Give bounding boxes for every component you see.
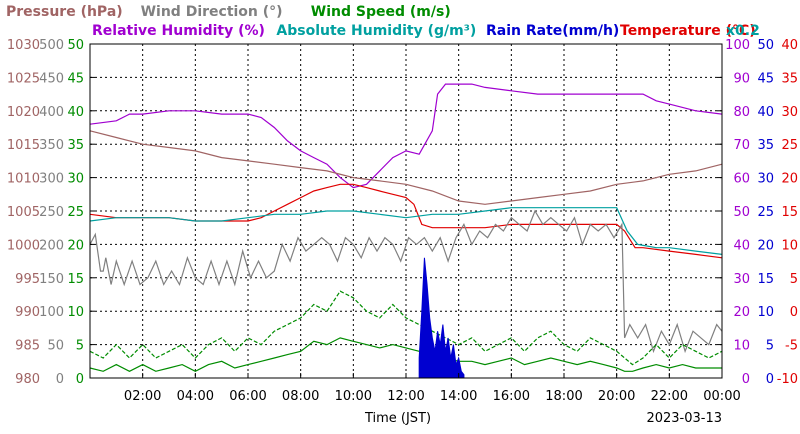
y-tick-label-right: 40 <box>781 38 798 53</box>
y-tick-label-left: 0 <box>76 372 84 387</box>
y-tick-label-right: 20 <box>757 238 774 253</box>
y-tick-label-left: 1010 <box>7 172 40 187</box>
y-tick-label-left: 10 <box>67 305 84 320</box>
y-tick-label-right: -10 <box>777 372 798 387</box>
y-tick-label-right: 80 <box>733 105 750 120</box>
x-tick-label: 00:00 <box>703 389 740 404</box>
y-tick-label-right: 35 <box>757 138 774 153</box>
x-tick-label: 20:00 <box>598 389 635 404</box>
y-tick-label-left: 35 <box>67 138 84 153</box>
y-tick-label-right: 10 <box>781 238 798 253</box>
y-tick-label-left: 300 <box>39 172 64 187</box>
y-tick-label-right: 60 <box>733 172 750 187</box>
y-tick-label-right: 0 <box>790 305 798 320</box>
x-tick-label: 06:00 <box>229 389 266 404</box>
y-tick-label-left: 1030 <box>7 38 40 53</box>
y-tick-label-left: 20 <box>67 238 84 253</box>
y-tick-label-right: 5 <box>790 272 798 287</box>
plot-area <box>90 44 722 378</box>
y-tick-label-left: 985 <box>15 339 40 354</box>
x-tick-label: 22:00 <box>651 389 688 404</box>
y-tick-label-right: 40 <box>757 105 774 120</box>
y-tick-label-left: 350 <box>39 138 64 153</box>
y-tick-label-right: 90 <box>733 71 750 86</box>
series-line <box>90 291 722 364</box>
y-tick-label-right: -5 <box>785 339 798 354</box>
y-tick-label-left: 50 <box>47 339 64 354</box>
y-tick-label-right: 50 <box>757 38 774 53</box>
x-axis-title: Time (JST) <box>364 411 431 426</box>
y-tick-label-left: 200 <box>39 238 64 253</box>
y-tick-label-right: 5 <box>766 339 774 354</box>
y-tick-label-left: 40 <box>67 105 84 120</box>
series-line <box>90 131 722 205</box>
rain-rate-area <box>419 258 464 378</box>
y-tick-label-right: 20 <box>781 172 798 187</box>
y-tick-label-left: 25 <box>67 205 84 220</box>
y-tick-label-left: 1020 <box>7 105 40 120</box>
legend: Pressure (hPa) Wind Direction (°) Wind Spe… <box>6 4 760 39</box>
y-tick-label-left: 250 <box>39 205 64 220</box>
y-tick-label-left: 990 <box>15 305 40 320</box>
y-tick-label-right: 0 <box>742 372 750 387</box>
y-tick-label-left: 150 <box>39 272 64 287</box>
y-tick-label-left: 400 <box>39 105 64 120</box>
y-tick-label-left: 0 <box>56 372 64 387</box>
scale-note: x0.2 <box>726 23 760 39</box>
y-tick-label-right: 15 <box>757 272 774 287</box>
y-tick-label-right: 10 <box>733 339 750 354</box>
x-tick-label: 14:00 <box>440 389 477 404</box>
weather-chart: Pressure (hPa) Wind Direction (°) Wind Spe… <box>0 0 800 434</box>
y-tick-label-left: 50 <box>67 38 84 53</box>
x-tick-label: 12:00 <box>387 389 424 404</box>
x-tick-label: 16:00 <box>493 389 530 404</box>
y-tick-label-right: 30 <box>757 172 774 187</box>
y-tick-label-right: 45 <box>757 71 774 86</box>
y-tick-label-left: 45 <box>67 71 84 86</box>
legend-entry: Absolute Humidity (g/m³) <box>276 23 476 39</box>
y-tick-label-left: 450 <box>39 71 64 86</box>
legend-entry: Rain Rate(mm/h) <box>486 23 619 39</box>
x-tick-label: 08:00 <box>282 389 319 404</box>
y-tick-label-left: 980 <box>15 372 40 387</box>
y-tick-label-left: 30 <box>67 172 84 187</box>
x-tick-label: 18:00 <box>545 389 582 404</box>
x-tick-label: 04:00 <box>177 389 214 404</box>
y-tick-label-left: 5 <box>76 339 84 354</box>
y-tick-label-right: 0 <box>766 372 774 387</box>
axes: 1030102510201015101010051000995990985980… <box>7 38 798 404</box>
series-rain-rate <box>419 258 464 378</box>
legend-entry: Wind Direction (°) <box>141 4 283 20</box>
date-label: 2023-03-13 <box>646 411 722 426</box>
y-tick-label-left: 1025 <box>7 71 40 86</box>
y-tick-label-left: 1000 <box>7 238 40 253</box>
y-tick-label-right: 100 <box>725 38 750 53</box>
y-tick-label-right: 25 <box>781 138 798 153</box>
y-tick-label-right: 25 <box>757 205 774 220</box>
y-tick-label-left: 500 <box>39 38 64 53</box>
y-tick-label-right: 70 <box>733 138 750 153</box>
y-tick-label-right: 30 <box>733 272 750 287</box>
y-tick-label-right: 30 <box>781 105 798 120</box>
y-tick-label-right: 35 <box>781 71 798 86</box>
y-tick-label-left: 1015 <box>7 138 40 153</box>
y-tick-label-left: 995 <box>15 272 40 287</box>
y-tick-label-right: 15 <box>781 205 798 220</box>
x-tick-label: 10:00 <box>335 389 372 404</box>
y-tick-label-right: 20 <box>733 305 750 320</box>
y-tick-label-right: 50 <box>733 205 750 220</box>
y-tick-label-left: 15 <box>67 272 84 287</box>
x-tick-label: 02:00 <box>124 389 161 404</box>
y-tick-label-right: 40 <box>733 238 750 253</box>
legend-entry: Wind Speed (m/s) <box>311 4 451 20</box>
y-tick-label-right: 10 <box>757 305 774 320</box>
legend-entry: Pressure (hPa) <box>6 4 123 20</box>
y-tick-label-left: 100 <box>39 305 64 320</box>
y-tick-label-left: 1005 <box>7 205 40 220</box>
legend-entry: Relative Humidity (%) <box>92 23 265 39</box>
